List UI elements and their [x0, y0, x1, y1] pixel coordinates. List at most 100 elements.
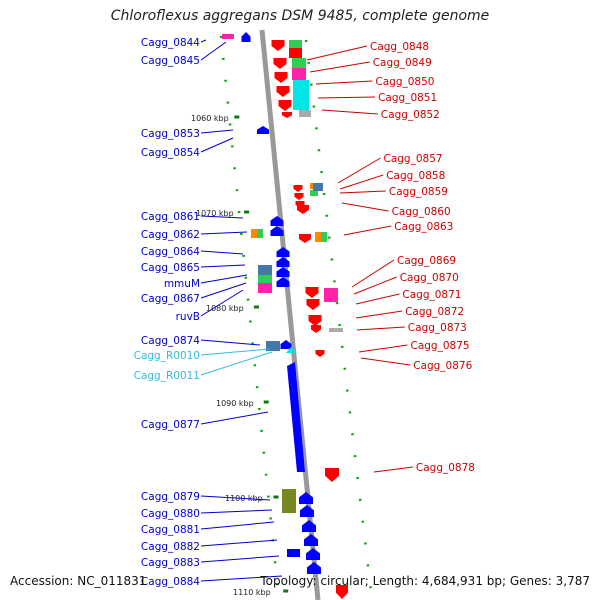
right-gene-label: Cagg_0872: [405, 306, 464, 318]
forward-gene-arrow: [276, 277, 290, 287]
right-gene-label: Cagg_0873: [408, 322, 467, 334]
right-leader-line: [360, 357, 411, 366]
left-gene-label: ruvB: [176, 311, 200, 323]
left-gene-label: Cagg_0883: [141, 557, 200, 569]
right-gene-label: Cagg_0860: [392, 206, 451, 218]
gene-block: [222, 34, 234, 39]
reverse-gene-arrow: [311, 325, 321, 333]
left-gene-label: Cagg_R0011: [134, 370, 200, 382]
reverse-gene-arrow: [305, 287, 319, 298]
right-leader-line: [339, 190, 386, 194]
left-gene-label: Cagg_0854: [141, 147, 200, 159]
genome-summary-text: Topology: circular; Length: 4,684,931 bp…: [260, 574, 590, 588]
gene-block: [258, 283, 272, 293]
left-gene-label: Cagg_0884: [141, 576, 200, 588]
left-gene-label: Cagg_0877: [141, 419, 200, 431]
right-gene-label: Cagg_0876: [413, 360, 472, 372]
kbp-label: 1110 kbp: [233, 588, 271, 597]
reverse-gene-arrow: [271, 40, 285, 51]
right-gene-label: Cagg_0859: [389, 186, 448, 198]
left-leader-line: [200, 289, 244, 317]
right-leader-line: [356, 326, 405, 331]
left-leader-line: [200, 231, 248, 235]
left-leader-line: [200, 411, 269, 425]
genome-backbone: [259, 29, 321, 600]
right-leader-line: [358, 344, 408, 353]
right-leader-line: [351, 259, 395, 288]
forward-gene-arrow: [299, 492, 313, 504]
left-leader-line: [200, 509, 273, 514]
gene-block: [321, 232, 327, 242]
right-leader-line: [373, 466, 413, 473]
kbp-label: 1090 kbp: [216, 399, 254, 408]
forward-gene-arrow: [302, 520, 316, 532]
gene-block: [258, 265, 272, 275]
gene-block: [310, 190, 318, 196]
rna-gene-arrow: [286, 347, 296, 353]
right-leader-line: [321, 109, 378, 115]
gene-block: [313, 183, 323, 191]
right-leader-line: [309, 61, 370, 73]
right-gene-label: Cagg_0851: [378, 92, 437, 104]
left-gene-label: Cagg_0865: [141, 262, 200, 274]
reverse-gene-arrow: [276, 86, 290, 97]
reverse-gene-arrow: [308, 315, 322, 326]
left-gene-label: Cagg_0880: [141, 508, 200, 520]
reverse-gene-arrow: [297, 205, 309, 214]
right-gene-label: Cagg_0869: [397, 255, 456, 267]
gene-block: [289, 48, 302, 58]
left-leader-line: [200, 555, 280, 563]
forward-gene-arrow: [280, 340, 292, 349]
left-leader-line: [200, 215, 244, 219]
left-leader-line: [200, 339, 261, 346]
right-gene-label: Cagg_0848: [370, 41, 429, 53]
left-gene-label: Cagg_0861: [141, 211, 200, 223]
left-leader-line: [200, 264, 246, 268]
forward-gene-arrow: [270, 216, 284, 226]
left-gene-label: Cagg_0879: [141, 491, 200, 503]
forward-gene-arrow: [287, 362, 305, 472]
left-leader-line: [200, 575, 283, 582]
forward-gene-arrow: [241, 32, 251, 42]
right-gene-label: Cagg_0850: [375, 76, 434, 88]
left-leader-line: [200, 250, 244, 255]
kbp-label: 1060 kbp: [191, 114, 229, 123]
gene-block: [258, 275, 272, 283]
gene-block: [282, 501, 296, 513]
left-gene-label: Cagg_0853: [141, 128, 200, 140]
left-leader-line: [200, 539, 278, 547]
right-leader-line: [337, 157, 381, 184]
right-leader-line: [355, 293, 400, 305]
right-leader-line: [315, 80, 373, 85]
right-leader-line: [306, 45, 368, 61]
gene-block: [257, 229, 263, 238]
accession-text: Accession: NC_011831: [10, 574, 147, 588]
left-leader-line: [200, 351, 273, 376]
right-gene-label: Cagg_0858: [386, 170, 445, 182]
gene-block: [329, 328, 343, 332]
left-leader-line: [200, 274, 248, 284]
left-gene-label: Cagg_0845: [141, 55, 200, 67]
kbp-label: 1080 kbp: [206, 304, 244, 313]
left-leader-line: [200, 41, 227, 61]
reverse-gene-arrow: [306, 299, 320, 310]
left-gene-label: Cagg_0862: [141, 229, 200, 241]
genome-title: Chloroflexus aggregans DSM 9485, complet…: [110, 8, 490, 24]
right-leader-line: [339, 174, 384, 190]
left-gene-label: Cagg_0881: [141, 524, 200, 536]
left-gene-label: Cagg_R0010: [134, 350, 200, 362]
right-gene-label: Cagg_0875: [411, 340, 470, 352]
left-gene-label: mmuM: [164, 278, 200, 290]
forward-gene-arrow: [257, 126, 269, 134]
left-gene-label: Cagg_0882: [141, 541, 200, 553]
gene-block: [293, 80, 309, 110]
left-gene-label: Cagg_0867: [141, 293, 200, 305]
left-leader-line: [200, 129, 234, 134]
right-leader-line: [355, 310, 403, 319]
right-leader-line: [353, 276, 397, 295]
left-gene-label: Cagg_0874: [141, 335, 200, 347]
reverse-gene-arrow: [325, 468, 339, 482]
right-leader-line: [343, 225, 392, 236]
right-gene-label: Cagg_0871: [402, 289, 461, 301]
forward-gene-arrow: [270, 226, 284, 236]
